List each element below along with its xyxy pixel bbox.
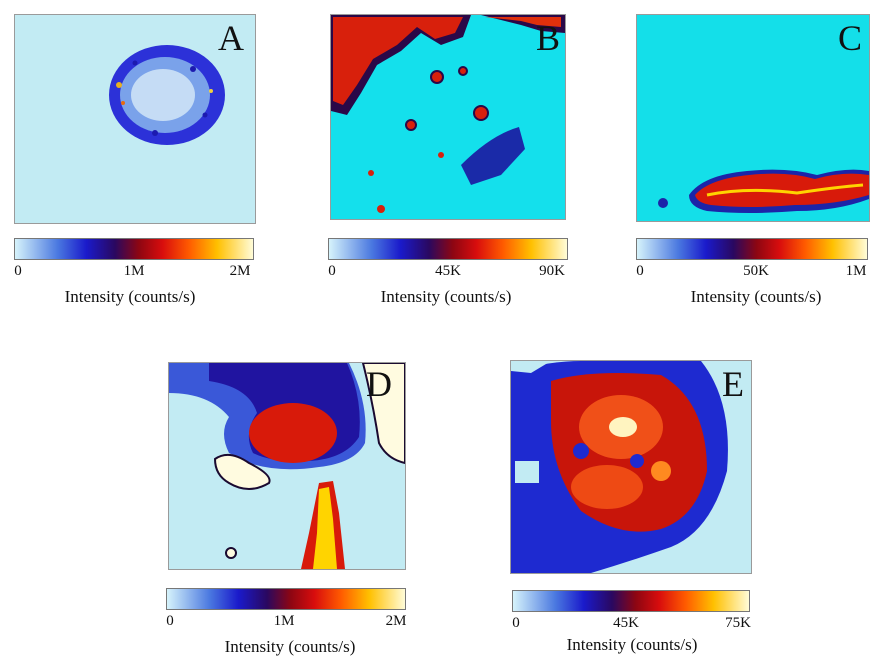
panel-c-tick-min: 0	[636, 263, 644, 279]
panel-d-letter: D	[366, 364, 392, 404]
panel-d-tick-min: 0	[166, 613, 174, 629]
panel-d-tick-mid: 1M	[273, 613, 295, 629]
panel-d-tick-max: 2M	[385, 613, 407, 629]
panel-a-image	[14, 14, 256, 224]
panel-c-tick-max: 1M	[845, 263, 867, 279]
panel-c-image	[636, 14, 870, 222]
panel-b-colorbar-label: Intensity (counts/s)	[380, 287, 512, 306]
panel-e-colorbar-label: Intensity (counts/s)	[566, 635, 698, 654]
panel-a-tick-max: 2M	[229, 263, 251, 279]
panel-b-tick-mid: 45K	[435, 263, 461, 279]
panel-a-colorbar-label: Intensity (counts/s)	[64, 287, 196, 306]
panel-e-tick-mid: 45K	[613, 615, 639, 631]
panel-b-colorbar	[328, 238, 568, 260]
panel-b-tick-min: 0	[328, 263, 336, 279]
panel-e-image	[510, 360, 752, 574]
panel-b-image	[330, 14, 566, 220]
panel-e-colorbar	[512, 590, 750, 612]
panel-c-letter: C	[838, 18, 863, 58]
panel-e-tick-min: 0	[512, 615, 520, 631]
panel-b-letter: B	[536, 18, 561, 58]
panel-c-colorbar-label: Intensity (counts/s)	[690, 287, 822, 306]
panel-a-tick-mid: 1M	[123, 263, 145, 279]
panel-c-tick-mid: 50K	[743, 263, 769, 279]
panel-a-tick-min: 0	[14, 263, 22, 279]
panel-b-tick-max: 90K	[539, 263, 565, 279]
panel-a-colorbar	[14, 238, 254, 260]
panel-d-colorbar-label: Intensity (counts/s)	[224, 637, 356, 656]
panel-c-colorbar	[636, 238, 868, 260]
panel-e-tick-max: 75K	[725, 615, 751, 631]
panel-a-letter: A	[218, 18, 244, 58]
panel-e-letter: E	[722, 364, 744, 404]
panel-d-image	[168, 362, 406, 570]
panel-d-colorbar	[166, 588, 406, 610]
